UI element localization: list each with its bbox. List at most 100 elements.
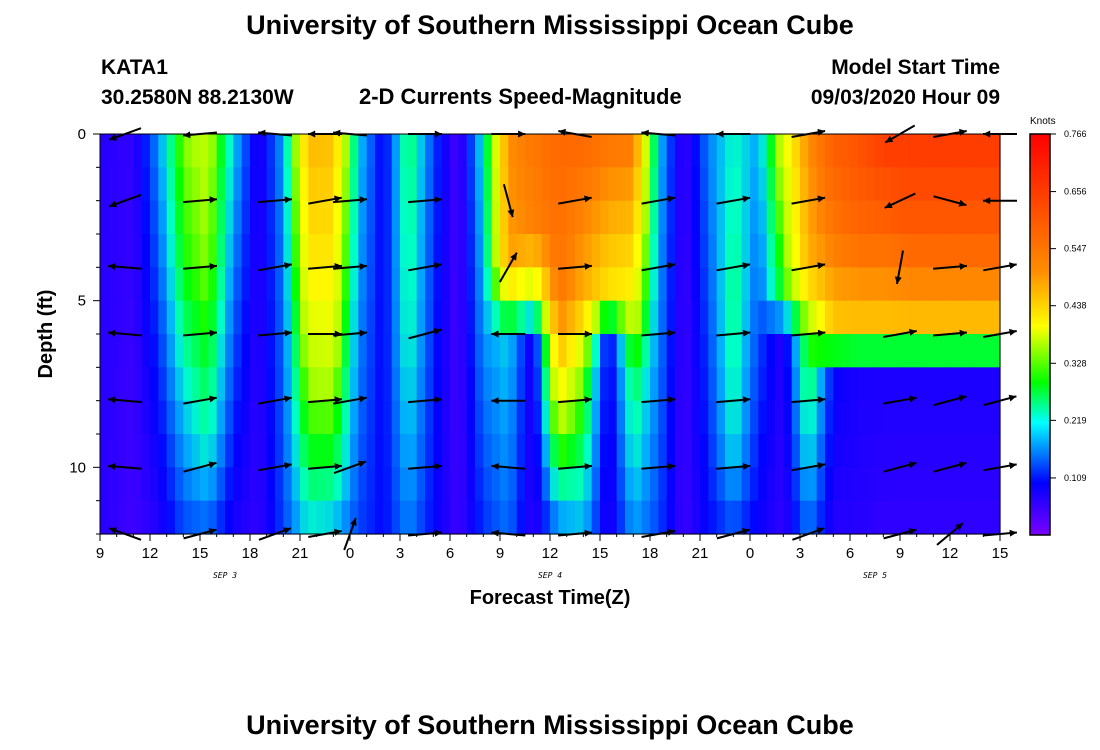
heatmap-cell: [141, 234, 151, 268]
heatmap-cell: [558, 167, 568, 202]
heatmap-cell: [333, 267, 343, 302]
heatmap-cell: [241, 300, 251, 335]
heatmap-cell: [425, 400, 434, 435]
heatmap-cell: [366, 367, 376, 402]
heatmap-cell: [191, 334, 201, 368]
heatmap-cell: [658, 234, 668, 268]
heatmap-cell: [225, 267, 234, 302]
heatmap-cell: [125, 367, 134, 402]
heatmap-cell: [600, 467, 609, 502]
heatmap-cell: [500, 367, 509, 402]
heatmap-cell: [591, 134, 601, 168]
heatmap-cell: [616, 367, 626, 402]
heatmap-cell: [958, 234, 968, 268]
heatmap-cell: [275, 134, 284, 168]
heatmap-cell: [625, 234, 634, 268]
heatmap-cell: [725, 467, 734, 502]
heatmap-cell: [141, 300, 151, 335]
heatmap-cell: [191, 200, 201, 235]
heatmap-cell: [425, 367, 434, 402]
heatmap-cell: [258, 134, 268, 168]
heatmap-cell: [508, 300, 518, 335]
heatmap-cell: [141, 167, 151, 202]
heatmap-cell: [150, 400, 159, 435]
heatmap-cell: [725, 500, 734, 535]
heatmap-cell: [391, 467, 401, 502]
heatmap-cell: [191, 300, 201, 335]
heatmap-cell: [533, 367, 543, 402]
heatmap-cell: [691, 400, 701, 435]
heatmap-cell: [716, 334, 726, 368]
heatmap-cell: [408, 134, 418, 168]
heatmap-cell: [233, 234, 243, 268]
heatmap-cell: [825, 400, 834, 435]
current-vector: [716, 262, 751, 272]
heatmap-cell: [966, 200, 976, 235]
heatmap-cell: [741, 367, 751, 402]
heatmap-cell: [108, 200, 118, 235]
heatmap-cell: [108, 334, 118, 368]
heatmap-cell: [275, 500, 284, 535]
heatmap-cell: [583, 400, 593, 435]
heatmap-cell: [566, 400, 576, 435]
heatmap-cell: [600, 367, 609, 402]
current-vector: [333, 263, 367, 270]
heatmap-cell: [891, 500, 901, 535]
heatmap-cell: [950, 267, 959, 302]
heatmap-cell: [983, 134, 993, 168]
heatmap-cell: [375, 234, 384, 268]
x-tick-label: 18: [242, 545, 259, 562]
heatmap-cell: [475, 500, 484, 535]
heatmap-cell: [100, 400, 109, 435]
heatmap-cell: [675, 267, 684, 302]
heatmap-cell: [850, 400, 859, 435]
heatmap-cell: [825, 300, 834, 335]
heatmap-cell: [166, 167, 176, 202]
heatmap-cell: [783, 267, 793, 302]
heatmap-cell: [308, 467, 318, 502]
heatmap-cell: [875, 500, 884, 535]
current-vector: [408, 463, 442, 470]
heatmap-cell: [883, 434, 893, 468]
heatmap-cell: [450, 434, 459, 468]
heatmap-cell: [375, 167, 384, 202]
heatmap-cell: [808, 134, 818, 168]
heatmap-cell: [241, 167, 251, 202]
heatmap-cell: [633, 267, 643, 302]
heatmap-cell: [866, 367, 876, 402]
heatmap-cell: [808, 467, 818, 502]
heatmap-cell: [983, 467, 993, 502]
heatmap-cell: [325, 467, 334, 502]
heatmap-cell: [766, 467, 776, 502]
heatmap-cell: [300, 434, 309, 468]
heatmap-cell: [883, 167, 893, 202]
heatmap-cell: [858, 467, 868, 502]
heatmap-cell: [741, 500, 751, 535]
heatmap-cell: [675, 434, 684, 468]
heatmap-cell: [150, 167, 159, 202]
heatmap-cell: [700, 167, 709, 202]
heatmap-cell: [941, 267, 951, 302]
heatmap-cell: [308, 300, 318, 335]
heatmap-cell: [458, 334, 468, 368]
heatmap-cell: [766, 200, 776, 235]
heatmap-cell: [908, 200, 918, 235]
heatmap-cell: [600, 434, 609, 468]
heatmap-cell: [641, 267, 651, 302]
heatmap-cell: [716, 400, 726, 435]
heatmap-cell: [566, 134, 576, 168]
heatmap-cell: [616, 267, 626, 302]
heatmap-cell: [383, 234, 393, 268]
heatmap-cell: [141, 500, 151, 535]
heatmap-cell: [816, 467, 826, 502]
heatmap-cell: [658, 134, 668, 168]
heatmap-cell: [516, 434, 526, 468]
heatmap-cell: [933, 434, 943, 468]
heatmap-cell: [408, 200, 418, 235]
heatmap-cell: [608, 467, 618, 502]
heatmap-cell: [966, 267, 976, 302]
x-tick-label: 12: [942, 545, 959, 562]
heatmap-cell: [725, 400, 734, 435]
heatmap-cell: [916, 167, 926, 202]
heatmap-cell: [491, 500, 501, 535]
